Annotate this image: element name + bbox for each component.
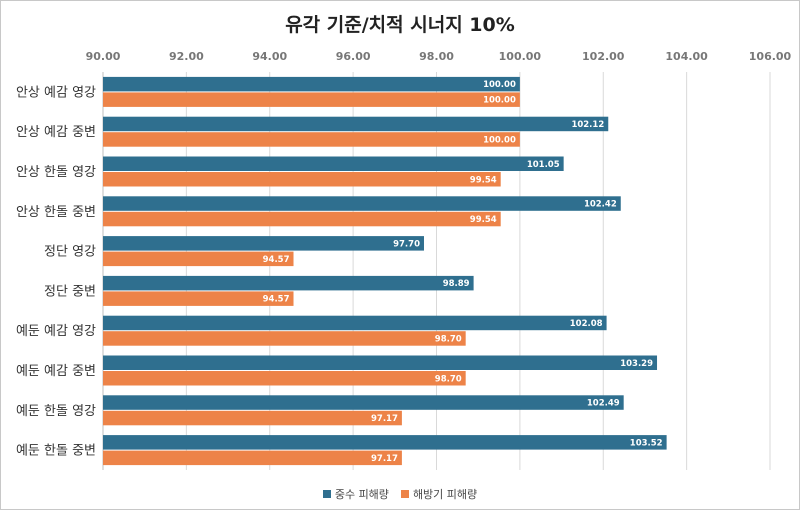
category-label: 안상 예감 영강 xyxy=(16,85,96,100)
bar-series-1 xyxy=(103,76,520,92)
x-tick-label: 100.00 xyxy=(499,50,542,63)
x-tick-label: 98.00 xyxy=(419,50,454,63)
bar-series-1 xyxy=(103,156,564,171)
bar-series-1 xyxy=(103,236,424,251)
category-label: 안상 한돌 중변 xyxy=(16,205,96,220)
legend-label: 중수 피해량 xyxy=(334,488,389,501)
bar-series-1 xyxy=(103,315,607,331)
data-label: 102.42 xyxy=(584,200,617,210)
category-label: 예둔 예감 영강 xyxy=(16,324,96,339)
bar-series-2 xyxy=(103,251,294,267)
data-label: 103.29 xyxy=(620,359,653,369)
data-label: 102.12 xyxy=(571,120,604,130)
bar-series-2 xyxy=(103,371,466,386)
category-label: 예둔 예감 중변 xyxy=(16,364,96,379)
category-label: 안상 예감 중변 xyxy=(16,125,96,140)
bar-series-1 xyxy=(103,355,658,370)
data-label: 94.57 xyxy=(263,255,290,265)
bar-series-1 xyxy=(103,395,624,410)
data-label: 98.70 xyxy=(435,374,462,384)
bar-series-1 xyxy=(103,196,621,211)
data-label: 99.54 xyxy=(470,215,497,225)
data-label: 98.70 xyxy=(435,334,462,344)
data-label: 103.52 xyxy=(630,438,663,448)
legend-item: 중수 피해량 xyxy=(322,486,389,502)
data-label: 101.05 xyxy=(527,160,560,170)
bar-series-2 xyxy=(103,92,520,107)
legend-label: 해방기 피해량 xyxy=(412,488,478,501)
data-label: 99.54 xyxy=(470,175,497,185)
x-tick-label: 90.00 xyxy=(86,50,121,63)
legend-swatch xyxy=(400,490,409,498)
bar-series-2 xyxy=(103,331,466,346)
legend: 중수 피해량 해방기 피해량 xyxy=(0,486,800,502)
bar-series-2 xyxy=(103,132,520,147)
category-label: 예둔 한돌 중변 xyxy=(16,444,96,459)
category-label: 정단 중변 xyxy=(44,284,96,299)
x-tick-label: 92.00 xyxy=(169,50,204,63)
data-label: 97.17 xyxy=(371,454,398,464)
data-label: 97.17 xyxy=(371,414,398,424)
bar-series-1 xyxy=(103,116,609,132)
data-label: 100.00 xyxy=(483,96,516,106)
x-tick-label: 102.00 xyxy=(582,50,625,63)
data-label: 102.08 xyxy=(570,319,603,329)
chart-title: 유각 기준/치적 시너지 10% xyxy=(285,14,515,36)
x-tick-label: 104.00 xyxy=(665,50,708,63)
bar-series-2 xyxy=(103,172,501,187)
x-tick-label: 96.00 xyxy=(336,50,371,63)
x-tick-label: 94.00 xyxy=(252,50,287,63)
bar-series-2 xyxy=(103,410,402,426)
data-label: 98.89 xyxy=(443,279,470,289)
category-label: 예둔 한돌 영강 xyxy=(16,404,96,419)
data-label: 94.57 xyxy=(263,295,290,305)
category-label: 안상 한돌 영강 xyxy=(16,165,96,180)
data-label: 97.70 xyxy=(393,239,420,249)
data-label: 100.00 xyxy=(483,80,516,90)
data-label: 102.49 xyxy=(587,399,620,409)
category-label: 정단 영강 xyxy=(44,245,96,260)
bar-series-2 xyxy=(103,211,501,227)
bar-series-1 xyxy=(103,435,667,450)
x-tick-label: 106.00 xyxy=(749,50,792,63)
legend-item: 해방기 피해량 xyxy=(400,486,478,502)
bar-series-2 xyxy=(103,450,402,466)
bar-series-2 xyxy=(103,291,294,306)
data-label: 100.00 xyxy=(483,135,516,145)
bar-series-1 xyxy=(103,275,474,291)
legend-swatch xyxy=(322,490,331,498)
